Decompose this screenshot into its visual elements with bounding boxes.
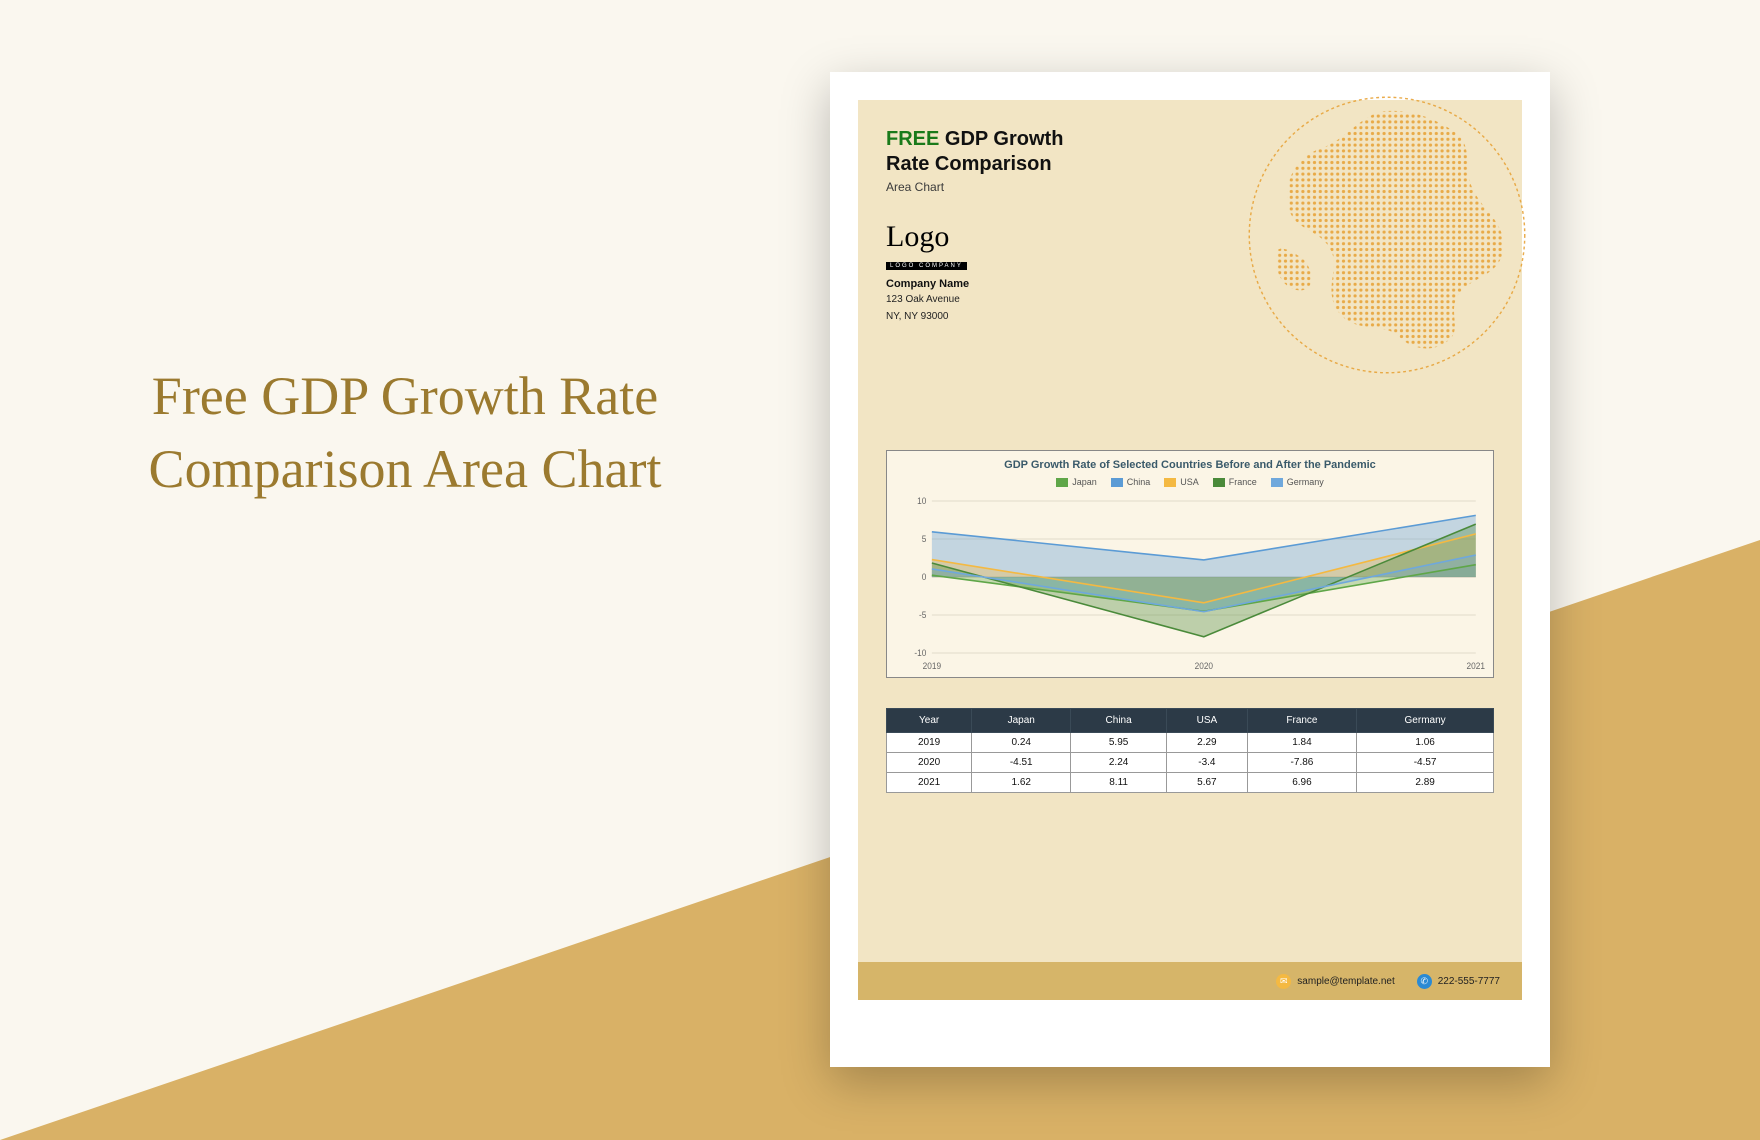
svg-text:2019: 2019 [923,661,942,671]
table-cell: 2021 [887,773,972,793]
chart-legend: Japan China USA France Germany [895,477,1485,487]
title-free-label: FREE [886,128,939,150]
footer-email: ✉ sample@template.net [1276,974,1394,989]
legend-swatch [1056,478,1068,487]
svg-text:2020: 2020 [1195,661,1214,671]
phone-icon: ✆ [1417,974,1432,989]
legend-label: USA [1180,477,1199,487]
legend-swatch [1111,478,1123,487]
table-header: USA [1167,709,1248,733]
footer-phone: ✆ 222-555-7777 [1417,974,1500,989]
table-cell: 2.89 [1357,773,1494,793]
table-cell: 1.84 [1247,733,1356,753]
phone-text: 222-555-7777 [1438,976,1500,987]
document-preview: FREE GDP Growth Rate Comparison Area Cha… [830,72,1550,1067]
email-text: sample@template.net [1297,976,1394,987]
table-cell: 2020 [887,753,972,773]
svg-text:0: 0 [922,572,927,582]
area-chart: -10 -5 0 5 10 2019 2020 2021 [895,493,1485,673]
legend-item: France [1213,477,1257,487]
legend-swatch [1164,478,1176,487]
table-cell: -4.57 [1357,753,1494,773]
table-cell: 6.96 [1247,773,1356,793]
legend-item: USA [1164,477,1199,487]
table-cell: 2019 [887,733,972,753]
legend-swatch [1271,478,1283,487]
title-rest: GDP Growth [939,128,1063,150]
logo-bar: LOGO COMPANY [886,262,967,270]
legend-item: Germany [1271,477,1324,487]
chart-container: GDP Growth Rate of Selected Countries Be… [886,450,1494,678]
legend-label: China [1127,477,1151,487]
table-cell: 2.24 [1071,753,1167,773]
table-header: Japan [972,709,1071,733]
table-cell: 5.95 [1071,733,1167,753]
legend-item: Japan [1056,477,1097,487]
page-title: Free GDP Growth Rate Comparison Area Cha… [145,360,665,506]
svg-text:5: 5 [922,534,927,544]
svg-text:2021: 2021 [1467,661,1485,671]
table-row: 20190.245.952.291.841.06 [887,733,1494,753]
table-cell: 1.62 [972,773,1071,793]
legend-swatch [1213,478,1225,487]
svg-text:10: 10 [917,496,926,506]
email-icon: ✉ [1276,974,1291,989]
legend-label: France [1229,477,1257,487]
footer-bar: ✉ sample@template.net ✆ 222-555-7777 [858,962,1522,1000]
data-table-container: YearJapanChinaUSAFranceGermany 20190.245… [886,708,1494,793]
svg-text:-5: -5 [919,610,927,620]
table-cell: 5.67 [1167,773,1248,793]
chart-title: GDP Growth Rate of Selected Countries Be… [895,459,1485,471]
table-header: Germany [1357,709,1494,733]
table-cell: 1.06 [1357,733,1494,753]
table-cell: 2.29 [1167,733,1248,753]
table-header: Year [887,709,972,733]
table-cell: -3.4 [1167,753,1248,773]
table-cell: 8.11 [1071,773,1167,793]
table-row: 20211.628.115.676.962.89 [887,773,1494,793]
table-header: France [1247,709,1356,733]
globe-icon [1242,90,1532,380]
table-cell: 0.24 [972,733,1071,753]
table-cell: -4.51 [972,753,1071,773]
table-row: 2020-4.512.24-3.4-7.86-4.57 [887,753,1494,773]
document-inner: FREE GDP Growth Rate Comparison Area Cha… [858,100,1522,1000]
legend-label: Japan [1072,477,1097,487]
legend-item: China [1111,477,1151,487]
legend-label: Germany [1287,477,1324,487]
svg-text:-10: -10 [914,648,926,658]
table-header: China [1071,709,1167,733]
table-cell: -7.86 [1247,753,1356,773]
data-table: YearJapanChinaUSAFranceGermany 20190.245… [886,708,1494,793]
